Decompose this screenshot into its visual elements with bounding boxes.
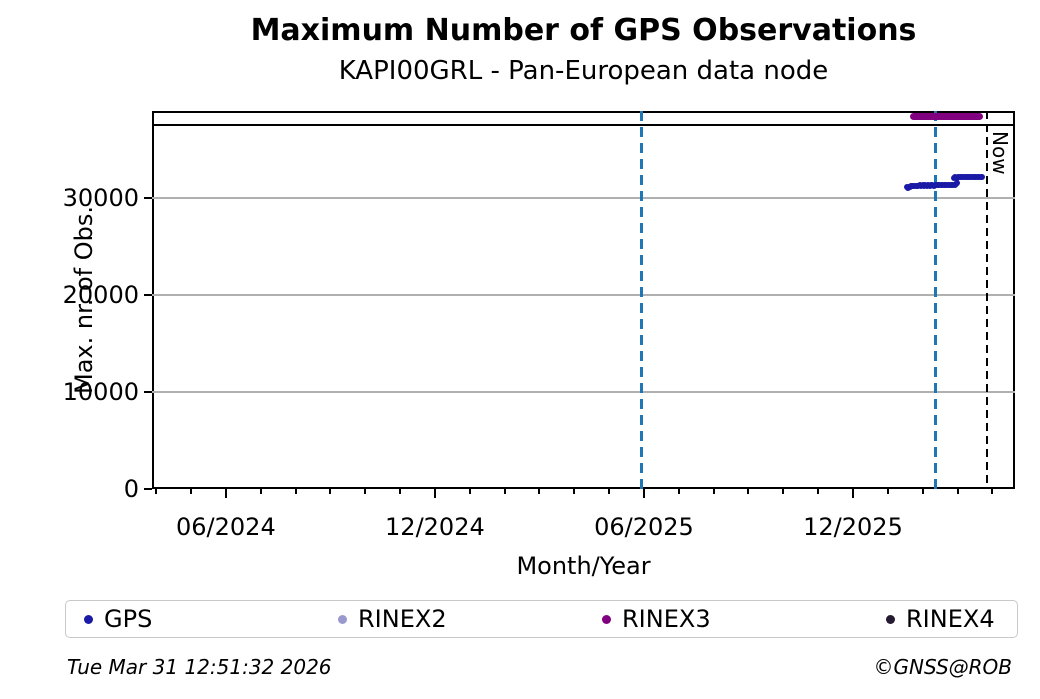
period-line-feb-2026	[934, 111, 938, 489]
max-obs-threshold-line	[152, 123, 1015, 127]
x-axis-label: Month/Year	[516, 552, 651, 580]
x-minor-tick-mark	[399, 489, 402, 494]
x-minor-tick-mark	[538, 489, 541, 494]
x-major-tick-mark	[224, 489, 227, 498]
x-minor-tick-mark	[712, 489, 715, 494]
x-major-tick-mark	[851, 489, 854, 498]
period-line-jun-2025	[640, 111, 644, 489]
x-minor-tick-mark	[364, 489, 367, 494]
plot-area: Now	[152, 111, 1015, 489]
credit: ©GNSS@ROB	[873, 655, 1013, 679]
x-minor-tick-mark	[747, 489, 750, 494]
x-tick-label: 06/2025	[594, 513, 694, 541]
y-tick-label: 0	[123, 475, 139, 503]
x-minor-tick-mark	[921, 489, 924, 494]
x-minor-tick-mark	[259, 489, 262, 494]
legend-label-gps: GPS	[104, 605, 153, 633]
y-gridline	[152, 294, 1015, 296]
x-minor-tick-mark	[782, 489, 785, 494]
legend-label-rinex2: RINEX2	[358, 605, 447, 633]
x-minor-tick-mark	[608, 489, 611, 494]
y-gridline	[152, 391, 1015, 393]
rinex2-marker-icon	[338, 614, 347, 624]
now-label: Now	[988, 131, 1012, 175]
x-major-tick-mark	[642, 489, 645, 498]
series-rinex3-line	[910, 113, 983, 121]
legend-item-rinex4: RINEX4	[886, 607, 995, 631]
rinex4-marker-icon	[886, 614, 895, 624]
rinex3-marker-icon	[602, 614, 611, 624]
legend-label-rinex4: RINEX4	[906, 605, 995, 633]
x-minor-tick-mark	[817, 489, 820, 494]
y-tick-mark	[144, 294, 152, 297]
x-minor-tick-mark	[573, 489, 576, 494]
x-minor-tick-mark	[886, 489, 889, 494]
x-minor-tick-mark	[991, 489, 994, 494]
x-minor-tick-mark	[503, 489, 506, 494]
series-gps-point	[978, 173, 985, 180]
y-tick-mark	[144, 197, 152, 200]
x-tick-label: 12/2025	[803, 513, 903, 541]
y-tick-label: 10000	[62, 378, 139, 407]
x-major-tick-mark	[433, 489, 436, 498]
chart-title: Maximum Number of GPS Observations	[250, 13, 917, 48]
x-minor-tick-mark	[294, 489, 297, 494]
now-line	[985, 111, 989, 489]
x-minor-tick-mark	[190, 489, 193, 494]
y-tick-label: 30000	[62, 184, 139, 213]
x-minor-tick-mark	[677, 489, 680, 494]
x-tick-label: 06/2024	[176, 513, 276, 541]
y-tick-mark	[144, 488, 152, 490]
x-minor-tick-mark	[468, 489, 471, 494]
legend-label-rinex3: RINEX3	[622, 605, 711, 633]
legend: GPS RINEX2 RINEX3 RINEX4	[65, 600, 1018, 638]
series-gps-point	[954, 180, 961, 187]
timestamp: Tue Mar 31 12:51:32 2026	[67, 655, 332, 679]
legend-item-rinex2: RINEX2	[338, 607, 447, 631]
y-tick-mark	[144, 391, 152, 394]
x-minor-tick-mark	[956, 489, 959, 494]
x-tick-label: 12/2024	[385, 513, 485, 541]
chart-subtitle: KAPI00GRL - Pan-European data node	[338, 56, 829, 86]
gps-marker-icon	[84, 614, 93, 624]
y-tick-label: 20000	[62, 281, 139, 310]
legend-item-gps: GPS	[84, 607, 152, 631]
x-minor-tick-mark	[155, 489, 158, 494]
legend-item-rinex3: RINEX3	[602, 607, 711, 631]
y-gridline	[152, 197, 1015, 199]
x-minor-tick-mark	[329, 489, 332, 494]
